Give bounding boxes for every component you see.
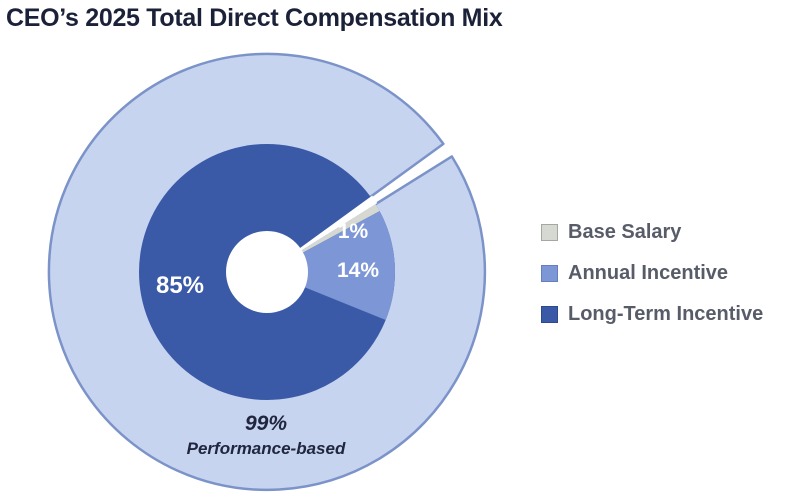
slice-label-base-salary: 1% [337,220,369,243]
legend-item-base-salary: Base Salary [541,222,763,242]
legend-label-long-term-incentive: Long-Term Incentive [568,303,764,325]
legend-swatch-base-salary [541,223,558,241]
legend-swatch-long-term-incentive [541,305,558,323]
legend-label-base-salary: Base Salary [568,221,682,243]
chart-legend: Base Salary Annual Incentive Long-Term I… [541,222,763,324]
slice-label-long-term-incentive: 85% [155,272,205,299]
performance-percent: 99% [244,412,288,435]
legend-swatch-annual-incentive [541,264,558,282]
legend-item-annual-incentive: Annual Incentive [541,263,763,283]
page-title: CEO’s 2025 Total Direct Compensation Mix [6,4,503,32]
legend-item-long-term-incentive: Long-Term Incentive [541,304,763,324]
performance-caption: Performance-based [186,439,346,459]
slice-label-annual-incentive: 14% [336,259,380,282]
legend-label-annual-incentive: Annual Incentive [568,262,729,284]
performance-annotation: 99% Performance-based [132,412,400,459]
